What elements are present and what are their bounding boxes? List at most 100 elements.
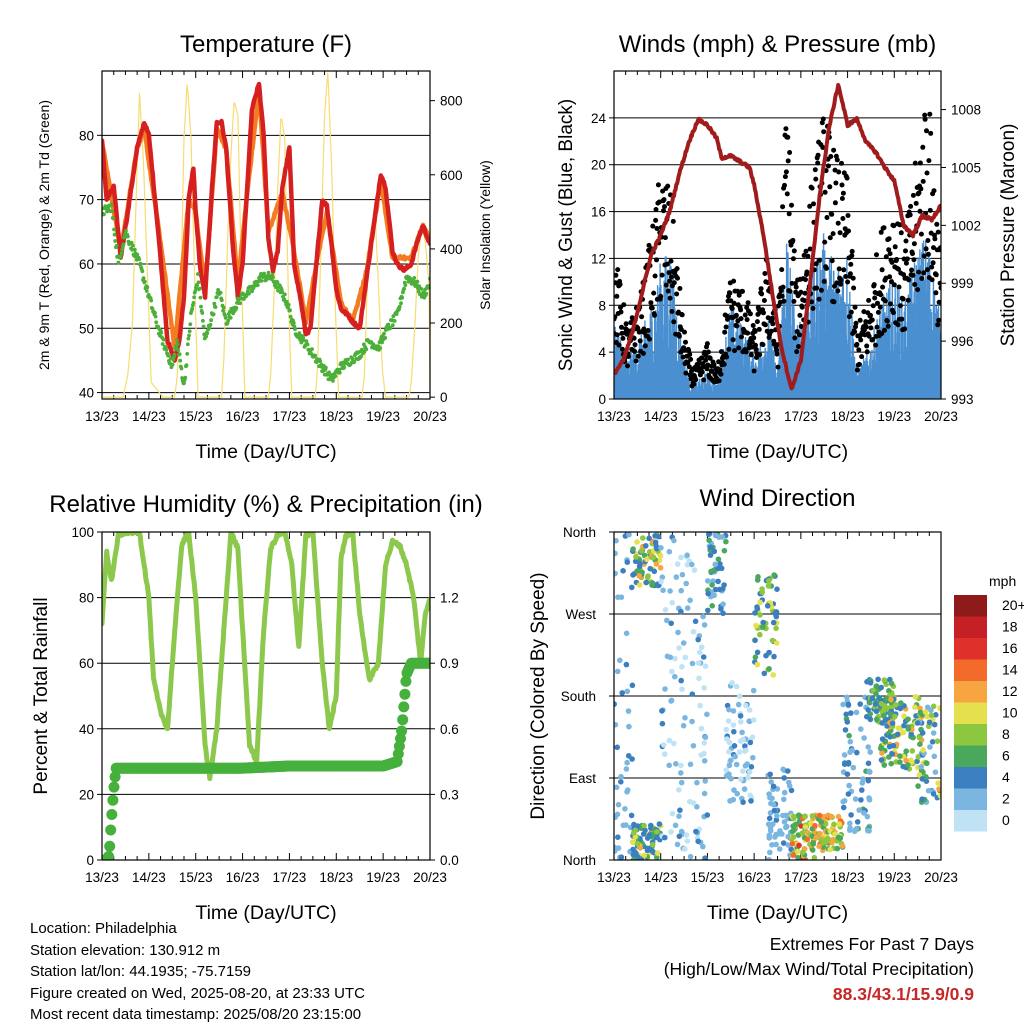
y-tick-label: 40 [79,722,94,737]
gust-point [731,278,737,284]
gust-point [661,208,666,214]
gust-point [822,239,828,245]
gust-point [888,301,893,307]
gust-point [846,228,851,234]
dewpoint-point [132,247,137,252]
gust-point [869,317,875,323]
dewpoint-point [259,279,264,283]
direction-point [700,843,706,850]
direction-point [630,546,636,552]
gust-point [830,231,836,237]
direction-point [675,629,681,636]
station-elevation: Station elevation: 130.912 m [30,941,221,959]
gust-point [633,358,639,364]
dewpoint-point [342,365,347,370]
station-info: Location: Philadelphia Station elevation… [30,918,365,1026]
dewpoint-point [176,348,181,353]
direction-point [712,561,718,568]
direction-point [829,839,835,846]
dewpoint-point [178,358,183,363]
gust-point [669,274,674,280]
direction-point [766,577,772,584]
dewpoint-point [170,362,175,367]
direction-point [881,677,888,683]
direction-point [791,827,797,833]
dewpoint-point [337,367,342,372]
y-axis-label: 2m & 9m T (Red, Orange) & 2m Td (Green) [36,100,52,370]
direction-point [746,707,753,713]
gust-point [903,248,908,254]
gust-point [661,197,667,203]
y2-tick-label: 400 [440,242,463,257]
direction-point [844,719,851,725]
direction-point [669,599,675,606]
gust-point [812,167,818,173]
gust-point [709,368,715,374]
direction-point [845,791,852,797]
direction-point [903,748,909,754]
direction-point [846,782,852,789]
direction-point [742,748,748,754]
dewpoint-point [164,347,169,352]
gust-point [743,349,749,355]
gust-point [676,333,682,339]
x-tick-label: 20/23 [413,870,447,885]
dewpoint-point [391,314,396,319]
gust-point [880,284,886,290]
direction-point [687,853,694,860]
direction-point [919,730,926,736]
y-tick-label: 20 [79,787,94,802]
direction-point [689,691,696,697]
y2-tick-label: 1005 [951,160,981,175]
direction-point [657,552,664,559]
direction-point [696,675,702,682]
gust-point [856,361,862,367]
gust-point [662,204,667,210]
dewpoint-point [201,318,205,323]
series-2m-temperature [102,81,430,363]
dewpoint-point [141,276,146,280]
gust-point [663,282,669,288]
station-latlon: Station lat/lon: 44.1935; -75.7159 [30,963,252,981]
gust-point [632,342,638,348]
direction-point [888,760,894,767]
dewpoint-point [183,375,188,380]
x-tick-label: 18/23 [319,870,353,885]
extremes-block: Extremes For Past 7 Days (High/Low/Max W… [664,932,974,1007]
direction-point [858,797,864,803]
y-tick-label: West [565,607,596,622]
direction-point [919,796,925,802]
direction-point [919,776,926,782]
gust-point [827,235,833,241]
direction-point [881,762,888,768]
dewpoint-point [364,347,369,352]
direction-point [894,731,901,738]
direction-point [783,824,789,831]
gust-point [794,349,800,355]
dewpoint-point [184,363,189,368]
direction-point [917,741,923,747]
gust-point [738,316,744,322]
gust-point [811,201,816,207]
gust-point [839,182,845,188]
dewpoint-point [175,338,180,343]
gust-point [649,305,655,311]
gust-point [739,334,744,340]
dewpoint-point [111,216,116,221]
direction-point [700,654,707,660]
dewpoint-point [255,283,260,287]
gust-point [623,321,629,327]
direction-point [930,730,937,736]
direction-point [818,819,825,825]
direction-point [881,707,887,713]
gust-point [614,272,619,278]
direction-point [664,653,671,660]
direction-point [934,738,941,744]
direction-point [614,550,618,557]
gust-point [839,196,845,201]
dewpoint-point [114,244,119,248]
precip-point [105,824,117,836]
x-tick-label: 17/23 [784,870,818,885]
legend-label: 18 [1002,619,1018,635]
gust-point [849,248,855,254]
